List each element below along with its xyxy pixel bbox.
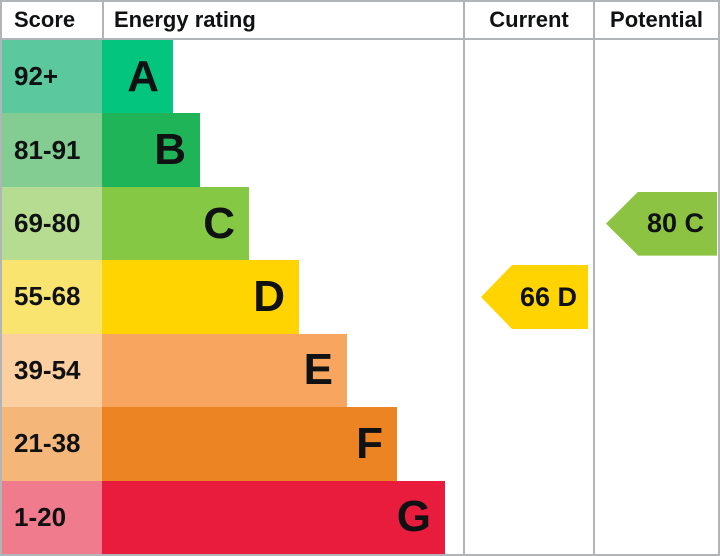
current-rating-label: 66 D [519, 281, 578, 312]
header-potential: Potential [610, 7, 703, 32]
score-range-b: 81-91 [2, 113, 102, 187]
score-range-c: 69-80 [2, 186, 102, 261]
potential-column-divider [593, 40, 595, 554]
rating-bar-c: C [102, 186, 249, 261]
band-row-f: 21-38 F [2, 407, 718, 481]
band-row-e: 39-54 E [2, 333, 718, 408]
rating-letter-g: G [396, 492, 431, 542]
rating-bar-g: G [102, 480, 445, 554]
band-rows: 92+ A 81-91 B 69-80 C 55-68 D 39-54 E 21-38 F 1-20 G [2, 40, 718, 554]
rating-bar-d: D [102, 260, 299, 334]
header-energy-rating: Energy rating [104, 2, 465, 38]
header-current: Current [465, 2, 595, 38]
rating-letter-d: D [253, 271, 285, 321]
rating-bar-f: F [102, 407, 397, 481]
potential-rating-label: 80 C [646, 208, 705, 239]
rating-letter-a: A [127, 51, 159, 101]
rating-bar-a: A [102, 40, 173, 114]
band-row-d: 55-68 D [2, 260, 718, 334]
score-range-g: 1-20 [2, 480, 102, 554]
rating-bar-e: E [102, 333, 347, 408]
band-row-c: 69-80 C [2, 186, 718, 261]
score-range-e: 39-54 [2, 333, 102, 408]
band-row-b: 81-91 B [2, 113, 718, 187]
score-range-a: 92+ [2, 40, 102, 114]
current-column-divider [463, 40, 465, 554]
header-score: Score [2, 2, 104, 38]
rating-letter-b: B [154, 125, 186, 175]
score-range-d: 55-68 [2, 260, 102, 334]
chart-header-row: Score Energy rating Current Potential [2, 2, 718, 40]
score-range-f: 21-38 [2, 407, 102, 481]
band-row-g: 1-20 G [2, 480, 718, 554]
rating-letter-e: E [303, 345, 333, 395]
rating-letter-c: C [203, 198, 235, 248]
band-row-a: 92+ A [2, 40, 718, 114]
rating-bar-b: B [102, 113, 200, 187]
rating-letter-f: F [356, 418, 383, 468]
